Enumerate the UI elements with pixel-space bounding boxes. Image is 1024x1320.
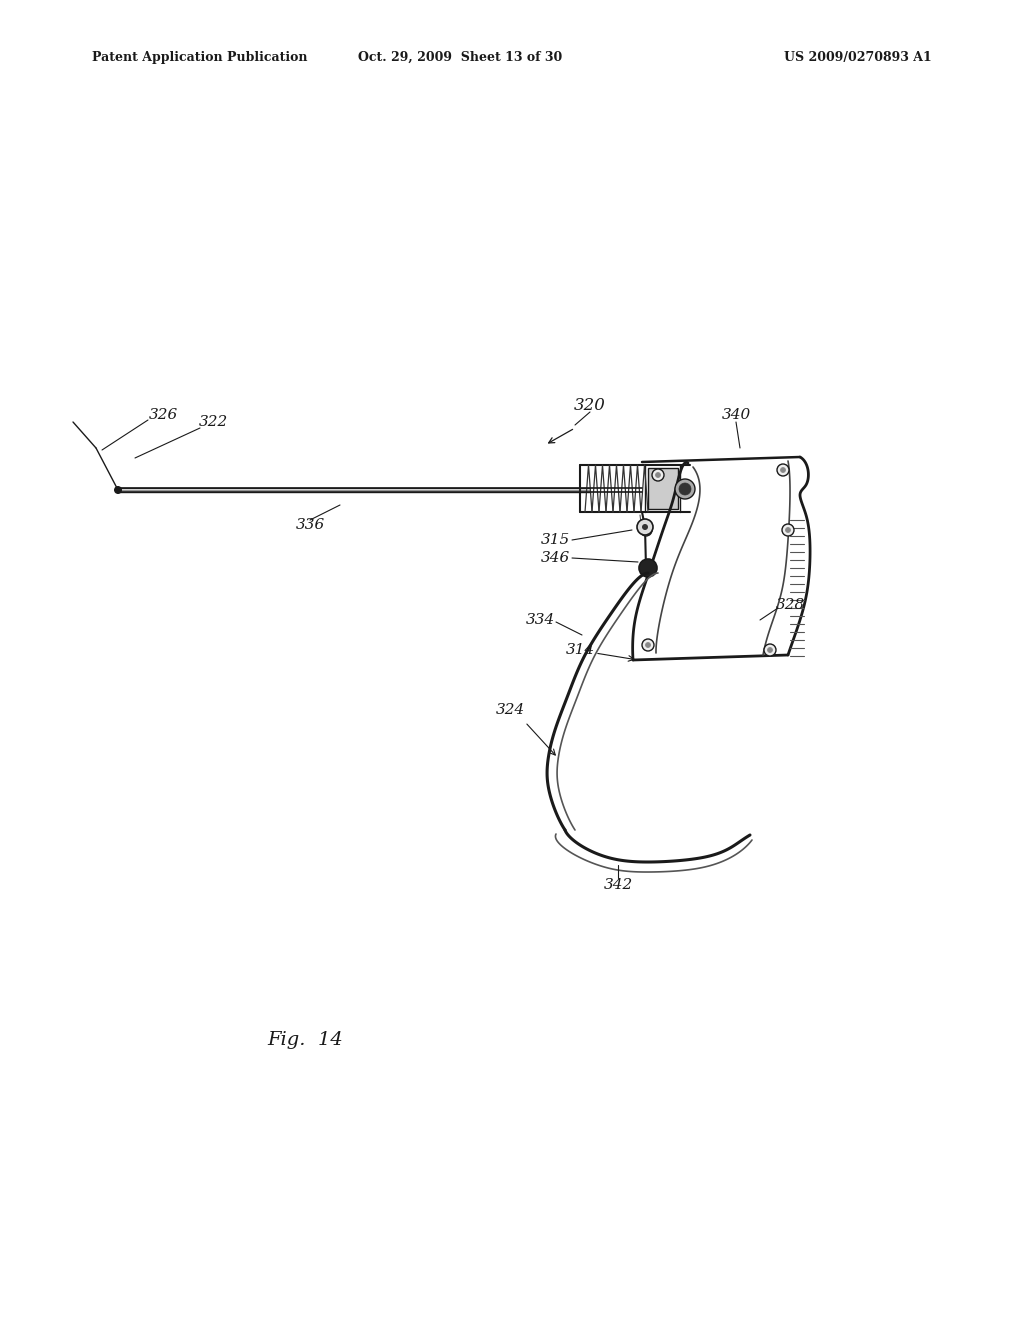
Text: 320: 320: [574, 396, 606, 413]
Text: Fig.  14: Fig. 14: [267, 1031, 343, 1049]
Text: 340: 340: [721, 408, 751, 422]
Text: 326: 326: [148, 408, 177, 422]
Circle shape: [675, 479, 695, 499]
Text: Oct. 29, 2009  Sheet 13 of 30: Oct. 29, 2009 Sheet 13 of 30: [357, 51, 562, 63]
Circle shape: [780, 467, 785, 473]
Circle shape: [639, 558, 657, 577]
Text: 334: 334: [525, 612, 555, 627]
Circle shape: [785, 528, 791, 532]
Text: 315: 315: [541, 533, 569, 546]
Circle shape: [643, 528, 648, 532]
Circle shape: [645, 643, 650, 648]
Circle shape: [642, 524, 648, 531]
Circle shape: [777, 465, 790, 477]
Text: 336: 336: [295, 517, 325, 532]
Circle shape: [764, 644, 776, 656]
Circle shape: [637, 519, 653, 535]
Text: 322: 322: [199, 414, 227, 429]
Circle shape: [652, 469, 664, 480]
Text: 342: 342: [603, 878, 633, 892]
Text: 346: 346: [541, 550, 569, 565]
Circle shape: [640, 524, 652, 536]
Circle shape: [114, 486, 122, 494]
Circle shape: [679, 483, 691, 495]
Text: US 2009/0270893 A1: US 2009/0270893 A1: [784, 51, 932, 63]
Circle shape: [642, 639, 654, 651]
Text: 324: 324: [496, 704, 524, 717]
Text: Patent Application Publication: Patent Application Publication: [92, 51, 307, 63]
Circle shape: [768, 648, 772, 652]
Bar: [648, 469, 678, 510]
Text: 328: 328: [775, 598, 805, 612]
Circle shape: [655, 473, 660, 478]
Circle shape: [782, 524, 794, 536]
Text: 314: 314: [565, 643, 595, 657]
